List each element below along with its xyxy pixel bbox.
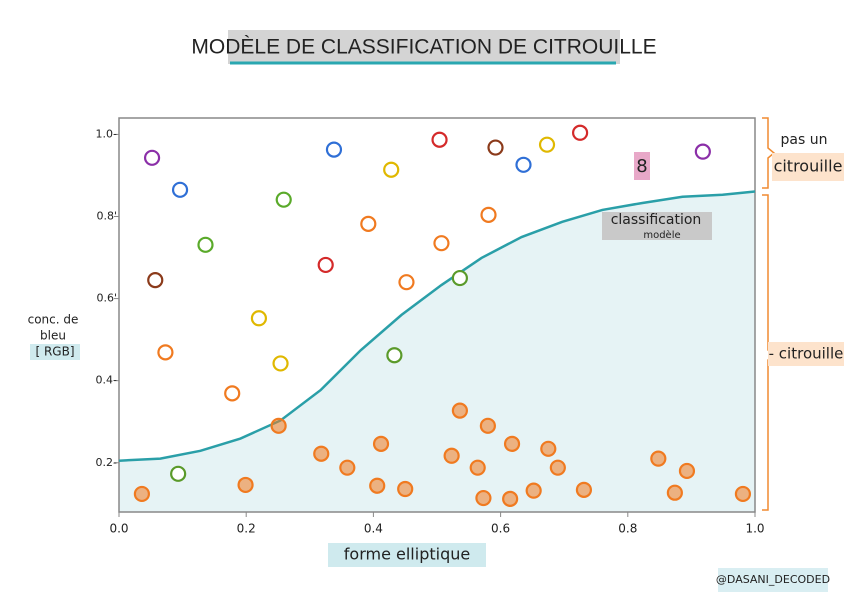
other-point [431,131,448,148]
pumpkin-point [475,489,492,507]
annotation: classification [611,212,702,228]
pumpkin-point [678,462,696,480]
x-tick-label: 1.0 [745,522,764,536]
y-tick-label: 0.8' [96,210,117,223]
pumpkin-point [666,484,683,501]
other-point [325,141,343,158]
other-point [383,161,400,178]
other-point [538,136,556,153]
other-point [250,310,268,327]
chart-title: MODÈLE DE CLASSIFICATION DE CITROUILLE [191,36,656,59]
title-bg [228,30,620,64]
pumpkin-point [237,476,254,494]
pumpkin-point [525,482,542,499]
pumpkin-point [549,459,566,476]
annotation: pas un [781,132,828,148]
other-point [224,385,241,402]
pumpkin-point [369,477,386,494]
y-label-bg [30,344,80,360]
annotation: - citrouille [769,345,844,363]
pumpkin-point [540,440,557,457]
x-tick-label: 0.0 [109,522,128,536]
pumpkin-point [503,435,521,452]
other-point [171,181,189,198]
x-tick-label: 0.2 [237,522,256,536]
pumpkin-point [443,447,460,464]
plot-frame [118,117,756,513]
pumpkin-point [270,417,287,434]
y-axis-label: [ RGB] [35,345,74,359]
label-bg [772,153,844,181]
other-point [157,344,174,361]
other-point [317,256,334,274]
other-point [197,236,214,253]
pumpkin-point [469,459,486,476]
annotation: citrouille [774,157,843,176]
other-point [398,274,415,291]
pumpkin-point [397,480,414,498]
y-axis-label: conc. de [28,313,79,327]
other-point [480,206,497,223]
pumpkin-point [451,402,468,419]
y-tick-label: 0.4- [96,374,117,387]
x-tick-label: 0.6 [491,522,510,536]
x-tick-label: 0.4 [364,522,383,536]
other-point [170,465,187,482]
other-point [487,139,504,156]
pumpkin-point [734,485,752,503]
other-point [275,191,292,208]
y-tick-label: 1.0- [96,127,117,140]
pumpkin-point [502,490,519,507]
other-point [451,269,468,287]
pumpkin-point [372,435,390,452]
annotation: 8 [636,156,647,177]
other-point [386,347,403,364]
pumpkin-point [313,445,330,462]
pumpkin-point [479,417,496,434]
x-axis-label: forme elliptique [344,545,470,564]
other-point [360,215,377,232]
y-tick-label: 0.2- [96,456,117,469]
decision-curve [118,190,756,462]
pumpkin-point [339,459,356,476]
credit: @DASANI_DECODED [716,573,830,586]
x-label-bg [328,543,486,567]
annotation-bg [634,152,650,180]
y-axis-label: bleu [40,329,66,343]
other-point [433,235,450,252]
other-point [147,272,164,289]
x-tick-label: 0.8 [618,522,637,536]
other-point [272,355,289,372]
pumpkin-point [133,485,150,503]
other-point [143,149,161,166]
plot: 0.0 0.2 0.4 0.6 0.8 1.0 0.2- 0.4- 0.6' 0.8' 1.0- cl… [96,117,765,536]
credit-bg [718,568,828,592]
pumpkin-point [575,481,593,498]
other-point [694,143,711,160]
other-point [571,124,589,141]
pumpkin-point [650,450,667,467]
annotation-bg [602,212,712,240]
y-tick-label: 0.6' [96,292,117,305]
other-point [515,156,532,173]
annotation: modèle [643,229,680,241]
label-bg [768,342,844,366]
